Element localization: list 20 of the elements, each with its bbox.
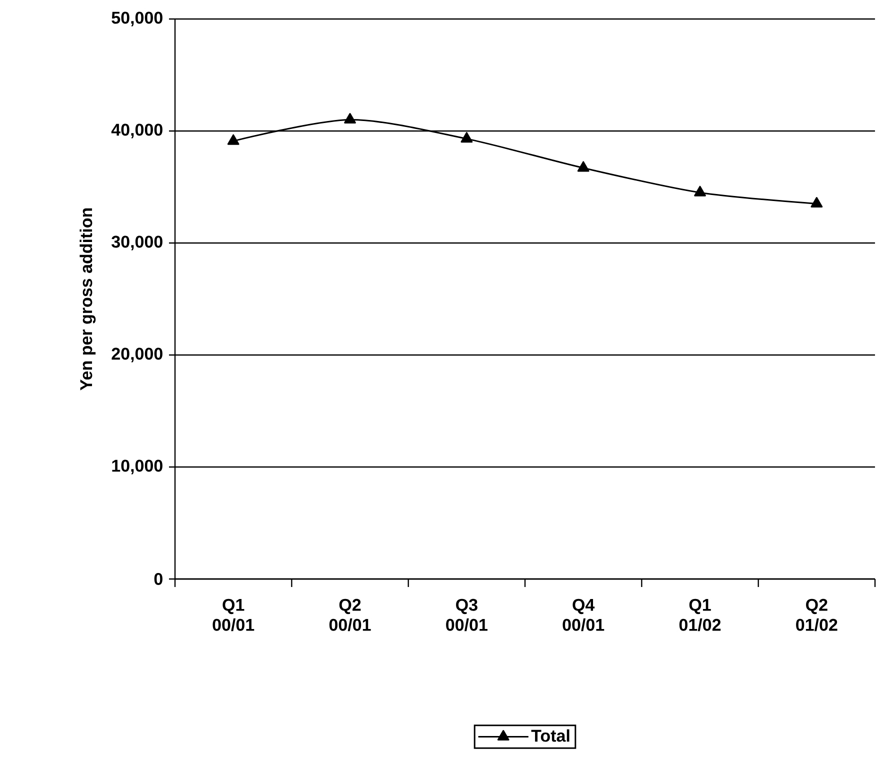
x-tick-label: Q3 00/01 — [446, 598, 488, 632]
legend-label: Total — [531, 729, 570, 742]
point — [227, 134, 240, 145]
x-tick-label: Q2 00/01 — [329, 598, 371, 632]
x-tick-label: Q1 00/01 — [212, 598, 254, 632]
y-tick-label: 10,000 — [112, 460, 162, 474]
point — [577, 161, 590, 172]
point — [344, 113, 356, 124]
y-axis-title: Yen per gross addition — [80, 208, 96, 390]
y-tick-label: 30,000 — [112, 236, 162, 250]
x-tick-label: Q4 00/01 — [562, 598, 604, 632]
y-tick-label: 50,000 — [112, 12, 162, 26]
point — [810, 197, 823, 208]
y-tick-label: 40,000 — [111, 124, 162, 138]
point — [694, 186, 706, 196]
y-tick-label: 0 — [154, 572, 162, 586]
x-tick-label: Q2 01/02 — [796, 598, 838, 632]
y-tick-label: 20,000 — [112, 348, 162, 362]
point — [460, 132, 473, 143]
x-tick-label: Q1 01/02 — [679, 598, 721, 632]
